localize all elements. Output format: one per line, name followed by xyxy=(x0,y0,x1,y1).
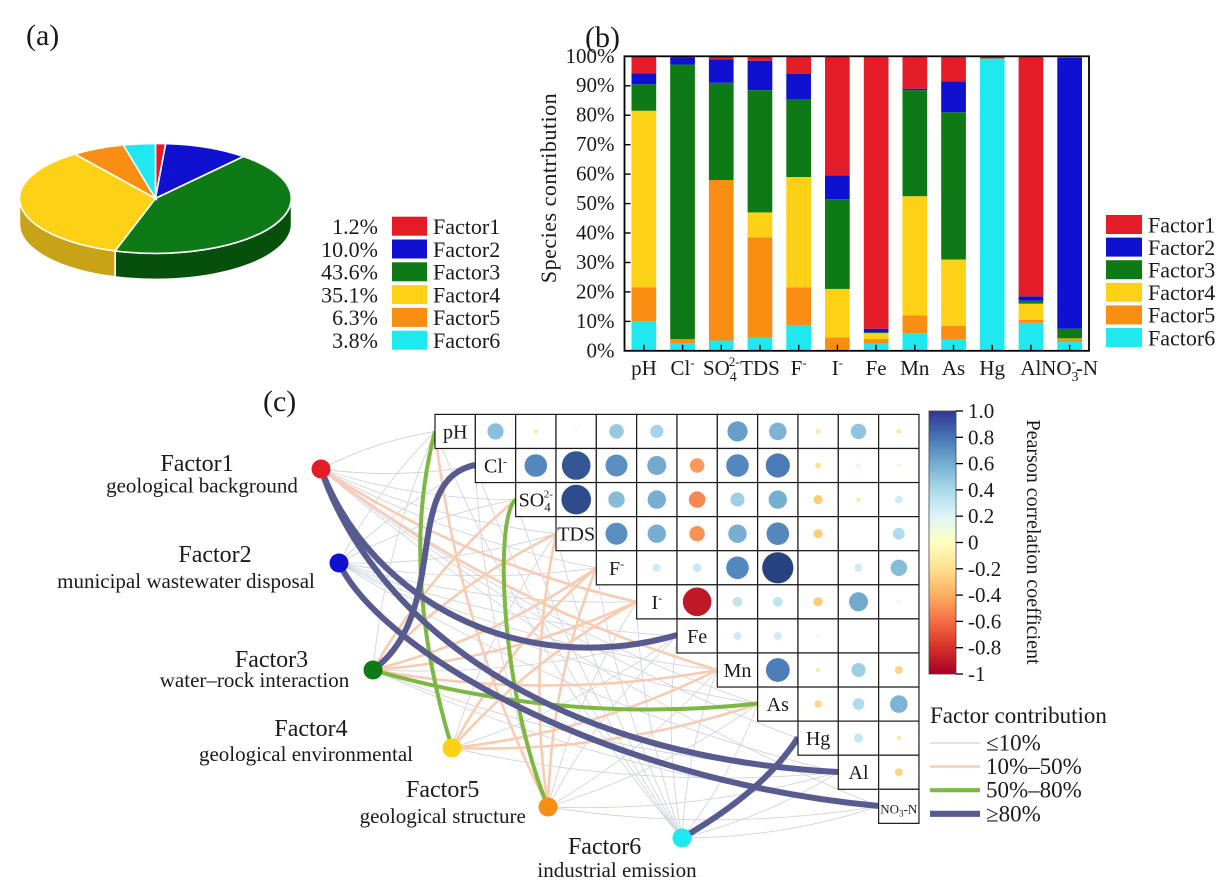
svg-text:pH: pH xyxy=(443,421,467,443)
svg-text:water–rock interaction: water–rock interaction xyxy=(160,668,350,692)
svg-text:Factor2: Factor2 xyxy=(1148,235,1215,260)
svg-text:0.6: 0.6 xyxy=(968,452,994,476)
svg-text:Al: Al xyxy=(849,762,869,784)
svg-text:Factor5: Factor5 xyxy=(406,777,479,803)
svg-text:TDS: TDS xyxy=(740,356,780,380)
svg-text:50%–80%: 50%–80% xyxy=(986,778,1082,803)
svg-text:6.3%: 6.3% xyxy=(332,305,378,330)
svg-text:geological structure: geological structure xyxy=(360,804,526,828)
svg-text:municipal wastewater disposal: municipal wastewater disposal xyxy=(57,569,315,593)
svg-text:Mn: Mn xyxy=(724,660,752,682)
svg-text:70%: 70% xyxy=(576,132,615,156)
svg-text:-0.8: -0.8 xyxy=(968,636,1001,660)
svg-text:Species contribution: Species contribution xyxy=(536,93,561,283)
svg-text:Fe: Fe xyxy=(687,626,707,648)
svg-text:1.0: 1.0 xyxy=(968,399,994,423)
svg-text:20%: 20% xyxy=(576,279,615,303)
svg-text:TDS: TDS xyxy=(557,524,595,546)
svg-text:(b): (b) xyxy=(585,21,620,54)
svg-text:geological environmental: geological environmental xyxy=(199,742,413,766)
svg-text:Factor6: Factor6 xyxy=(433,328,500,353)
svg-text:35.1%: 35.1% xyxy=(321,282,378,307)
svg-text:≥80%: ≥80% xyxy=(986,801,1041,826)
svg-text:-1: -1 xyxy=(968,662,986,686)
svg-text:SO42-: SO42- xyxy=(519,489,554,515)
svg-text:Factor1: Factor1 xyxy=(1148,212,1215,237)
svg-text:60%: 60% xyxy=(576,162,615,186)
svg-text:Factor5: Factor5 xyxy=(1148,303,1215,328)
svg-text:40%: 40% xyxy=(576,221,615,245)
svg-text:Factor3: Factor3 xyxy=(1148,258,1215,283)
svg-text:Factor1: Factor1 xyxy=(433,214,500,239)
svg-text:Factor6: Factor6 xyxy=(1148,325,1215,350)
svg-text:Factor5: Factor5 xyxy=(433,305,500,330)
svg-text:Mn: Mn xyxy=(900,356,930,380)
svg-text:80%: 80% xyxy=(576,103,615,127)
svg-text:43.6%: 43.6% xyxy=(321,260,378,285)
svg-text:Factor6: Factor6 xyxy=(568,834,641,860)
svg-text:Factor3: Factor3 xyxy=(433,260,500,285)
svg-text:As: As xyxy=(767,694,789,716)
svg-text:10%: 10% xyxy=(576,309,615,333)
svg-text:0.2: 0.2 xyxy=(968,504,994,528)
svg-text:Factor2: Factor2 xyxy=(433,237,500,262)
svg-text:-0.2: -0.2 xyxy=(968,557,1001,581)
svg-text:Al: Al xyxy=(1020,356,1041,380)
svg-text:Factor contribution: Factor contribution xyxy=(930,703,1107,728)
svg-text:Hg: Hg xyxy=(806,728,830,750)
svg-text:geological background: geological background xyxy=(106,474,298,498)
svg-text:50%: 50% xyxy=(576,191,615,215)
svg-text:Fe: Fe xyxy=(866,356,887,380)
svg-text:Factor4: Factor4 xyxy=(1148,280,1215,305)
svg-text:As: As xyxy=(942,356,965,380)
svg-text:30%: 30% xyxy=(576,250,615,274)
svg-text:0%: 0% xyxy=(587,338,615,362)
svg-text:10.0%: 10.0% xyxy=(321,237,378,262)
svg-text:-0.4: -0.4 xyxy=(968,583,1002,607)
svg-text:0.8: 0.8 xyxy=(968,425,994,449)
svg-text:industrial emission: industrial emission xyxy=(537,858,697,882)
svg-text:1.2%: 1.2% xyxy=(332,214,378,239)
svg-text:Pearson correlation coefficien: Pearson correlation coefficient xyxy=(1022,419,1044,665)
svg-text:90%: 90% xyxy=(576,73,615,97)
svg-text:Factor4: Factor4 xyxy=(274,716,347,742)
svg-text:-0.6: -0.6 xyxy=(968,609,1001,633)
svg-text:10%–50%: 10%–50% xyxy=(986,754,1082,779)
svg-text:pH: pH xyxy=(631,356,657,380)
svg-text:3.8%: 3.8% xyxy=(332,328,378,353)
svg-text:(c): (c) xyxy=(263,385,296,418)
svg-text:0: 0 xyxy=(968,531,979,555)
svg-text:Hg: Hg xyxy=(979,356,1005,380)
svg-text:0.4: 0.4 xyxy=(968,478,995,502)
svg-text:(a): (a) xyxy=(26,19,59,52)
svg-text:Factor4: Factor4 xyxy=(433,282,500,307)
svg-text:≤10%: ≤10% xyxy=(986,731,1041,756)
svg-text:Factor2: Factor2 xyxy=(178,542,251,568)
